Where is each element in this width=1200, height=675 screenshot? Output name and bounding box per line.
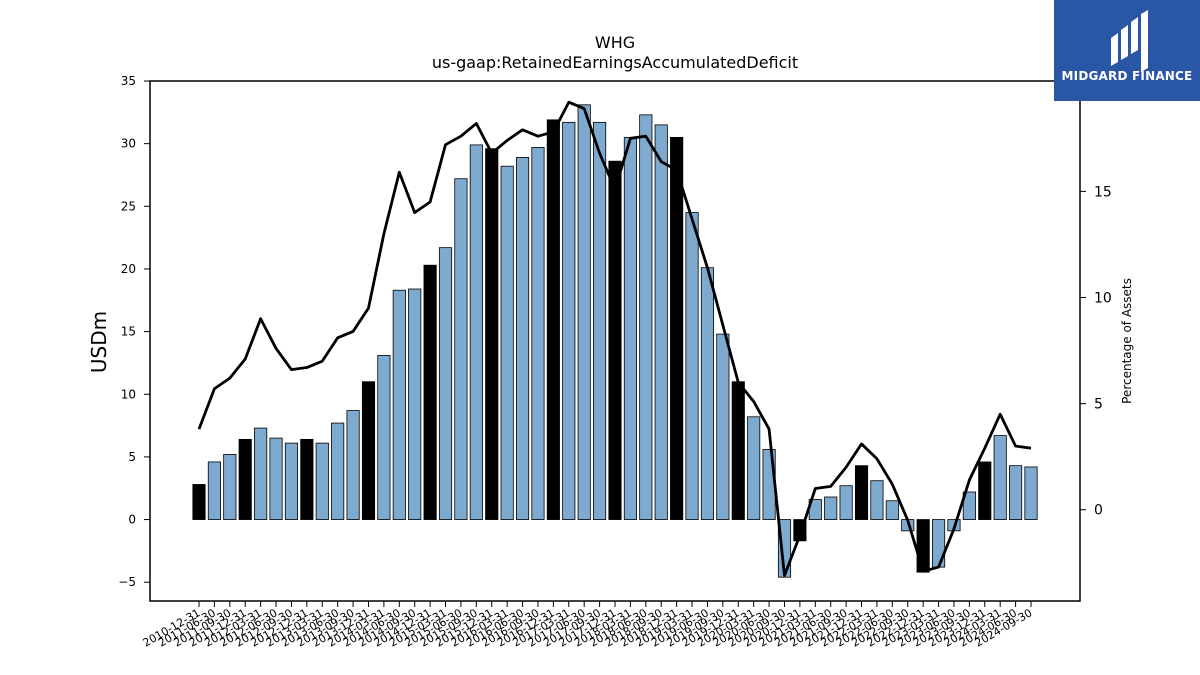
bar-2021-12-31 xyxy=(854,465,869,520)
bar-2014-06-30 xyxy=(392,289,406,520)
y-axis-ticks: −5 0 5 10 15 20 25 30 35 xyxy=(118,74,150,589)
bar-2021-06-30 xyxy=(824,496,838,520)
bar-2018-12-31 xyxy=(670,136,684,520)
y-tick-label: −5 xyxy=(118,575,136,589)
bar-2015-09-30 xyxy=(469,144,483,520)
bar-2022-06-30 xyxy=(885,500,899,520)
y2-tick-label: 5 xyxy=(1094,397,1103,413)
bar-2019-06-30 xyxy=(700,267,715,520)
bar-2012-09-30 xyxy=(284,442,299,520)
x-axis-ticks: 2010-12-312011-06-302011-09-302011-12-31… xyxy=(141,601,1035,650)
y2-axis-label: Percentage of Assets xyxy=(1120,278,1134,404)
bar-2021-09-30 xyxy=(839,485,853,520)
chart-subtitle: us-gaap:RetainedEarningsAccumulatedDefic… xyxy=(432,53,798,72)
bar-2013-09-30 xyxy=(346,410,360,520)
bar-2023-12-31 xyxy=(978,461,992,520)
line-series xyxy=(197,100,1032,577)
bar-2013-06-30 xyxy=(331,422,345,520)
y-tick-label: 15 xyxy=(121,325,136,339)
bar-2017-03-31 xyxy=(562,121,576,520)
y2-axis-ticks: 0 5 10 15 xyxy=(1080,184,1112,519)
y2-tick-label: 0 xyxy=(1094,503,1103,519)
percentage-line xyxy=(197,100,1032,577)
bar-2016-09-30 xyxy=(531,147,545,520)
bar-2017-09-30 xyxy=(593,121,607,520)
y-axis-label: USDm xyxy=(87,311,111,373)
bar-2012-06-30 xyxy=(269,437,283,520)
midgard-logo-icon xyxy=(1111,10,1148,72)
bar-2017-06-30 xyxy=(577,104,591,520)
bar-2022-12-31 xyxy=(916,519,930,573)
bar-2020-03-31 xyxy=(747,416,761,520)
bar-2012-03-31 xyxy=(254,427,268,520)
y-tick-label: 30 xyxy=(121,137,136,151)
bar-2022-03-31 xyxy=(870,480,884,520)
bar-2012-12-31 xyxy=(300,438,314,520)
bar-2019-09-30 xyxy=(716,333,730,520)
bar-2019-12-31 xyxy=(731,381,745,520)
bar-2024-06-30 xyxy=(1009,465,1023,520)
bar-2018-03-31 xyxy=(623,136,637,520)
bar-2015-03-31 xyxy=(438,247,453,520)
bar-2016-12-31 xyxy=(546,119,560,520)
logo: MIDGARD FINANCE xyxy=(1054,0,1200,101)
bar-2016-03-31 xyxy=(500,165,514,520)
y-tick-label: 35 xyxy=(121,74,136,88)
y-tick-label: 10 xyxy=(121,387,136,401)
bar-2024-03-31 xyxy=(993,435,1007,520)
y-tick-label: 25 xyxy=(121,199,136,213)
bar-2014-12-31 xyxy=(423,264,437,520)
bar-2010-12-31 xyxy=(192,484,206,520)
bar-2016-06-30 xyxy=(515,157,530,520)
bar-2019-03-31 xyxy=(685,212,699,520)
y-tick-label: 20 xyxy=(121,262,136,276)
bar-2015-06-30 xyxy=(454,178,468,520)
y-tick-label: 5 xyxy=(128,450,136,464)
bar-2011-06-30 xyxy=(207,461,221,520)
logo-text: MIDGARD FINANCE xyxy=(1061,69,1193,83)
bar-2011-12-31 xyxy=(238,438,252,520)
chart-title: WHG xyxy=(595,33,635,52)
bar-2013-03-31 xyxy=(315,442,329,520)
bar-2014-03-31 xyxy=(377,355,391,520)
bar-2013-12-31 xyxy=(361,381,376,520)
bar-2023-09-30 xyxy=(962,491,976,520)
bar-2014-09-30 xyxy=(408,288,422,520)
bar-2018-09-30 xyxy=(654,124,668,520)
y2-tick-label: 15 xyxy=(1094,184,1112,200)
bar-2024-09-30 xyxy=(1024,466,1038,520)
bar-series xyxy=(192,104,1038,578)
y-tick-label: 0 xyxy=(128,513,136,527)
bar-2015-12-31 xyxy=(485,148,499,520)
y2-tick-label: 10 xyxy=(1094,290,1112,306)
bar-2017-12-31 xyxy=(608,160,622,520)
bar-2018-06-30 xyxy=(639,114,653,520)
bar-2011-09-30 xyxy=(223,453,237,520)
